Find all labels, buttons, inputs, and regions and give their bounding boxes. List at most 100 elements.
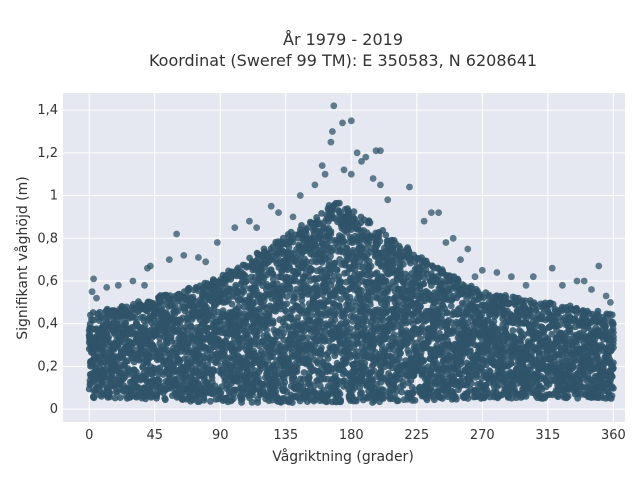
data-point xyxy=(127,388,135,395)
data-point xyxy=(260,353,268,360)
data-point xyxy=(204,361,212,369)
data-point xyxy=(367,301,374,308)
data-point xyxy=(241,272,249,280)
data-point xyxy=(333,266,341,274)
data-point xyxy=(379,316,387,324)
data-point xyxy=(133,318,140,326)
y-tick-label: 1 xyxy=(50,189,58,204)
y-tick-label: 0,6 xyxy=(37,274,58,289)
data-point xyxy=(227,276,235,283)
data-point xyxy=(353,313,361,321)
data-point xyxy=(350,208,358,216)
data-point xyxy=(331,316,339,324)
data-point xyxy=(367,262,375,270)
data-points xyxy=(85,102,617,406)
data-point xyxy=(230,395,237,402)
data-point xyxy=(96,308,104,316)
data-point xyxy=(269,317,277,325)
chart-title: År 1979 - 2019 xyxy=(283,30,403,49)
y-tick-label: 0,4 xyxy=(37,317,58,332)
y-tick-label: 1,4 xyxy=(37,103,58,118)
data-point xyxy=(228,300,236,308)
data-point xyxy=(263,271,271,279)
data-point xyxy=(126,393,134,401)
data-point xyxy=(199,352,207,360)
data-point xyxy=(111,394,119,402)
data-point xyxy=(207,356,214,364)
x-tick-labels: 0 45 90 135 180 225 270 315 360 xyxy=(85,428,626,443)
data-point xyxy=(328,207,336,215)
data-point xyxy=(90,394,98,402)
data-point xyxy=(347,325,354,332)
data-point xyxy=(509,327,517,334)
data-point xyxy=(248,398,256,406)
y-tick-label: 0,2 xyxy=(37,359,58,374)
data-point xyxy=(161,396,169,404)
data-point xyxy=(200,396,208,404)
data-point xyxy=(344,205,351,213)
x-tick-label: 0 xyxy=(85,428,93,443)
y-tick-label: 1,2 xyxy=(37,146,58,161)
data-point xyxy=(337,398,344,406)
data-point xyxy=(281,307,289,314)
data-point xyxy=(286,285,294,293)
data-point xyxy=(185,284,193,292)
data-point xyxy=(298,296,306,304)
data-point xyxy=(394,397,402,405)
data-point xyxy=(217,390,225,397)
x-tick-label: 45 xyxy=(146,428,163,443)
x-tick-label: 225 xyxy=(404,428,429,443)
data-point xyxy=(209,366,217,373)
data-point xyxy=(242,278,250,285)
data-point xyxy=(184,340,192,348)
data-point xyxy=(307,266,315,274)
data-point xyxy=(336,199,343,207)
data-point xyxy=(453,395,460,403)
data-point xyxy=(122,320,130,327)
data-point xyxy=(250,300,258,307)
data-point xyxy=(420,280,428,288)
data-point xyxy=(153,394,160,402)
data-point xyxy=(105,333,112,341)
x-tick-label: 135 xyxy=(273,428,298,443)
x-tick-label: 180 xyxy=(339,428,364,443)
data-point xyxy=(281,378,289,386)
data-point xyxy=(260,297,268,304)
data-point xyxy=(493,310,501,318)
data-point xyxy=(207,397,214,405)
x-tick-label: 270 xyxy=(470,428,495,443)
y-tick-labels: 00,20,40,60,811,21,4 xyxy=(37,103,58,417)
data-point xyxy=(226,287,234,294)
data-point xyxy=(240,288,248,295)
data-point xyxy=(400,260,407,268)
data-point xyxy=(203,324,211,332)
x-tick-label: 90 xyxy=(212,428,229,443)
data-point xyxy=(411,397,419,404)
data-point xyxy=(135,384,143,392)
data-point xyxy=(253,332,261,339)
data-point xyxy=(327,228,335,235)
data-point xyxy=(283,300,291,308)
data-point xyxy=(123,303,130,311)
data-point xyxy=(252,284,259,292)
data-point xyxy=(312,292,320,300)
data-point xyxy=(116,394,124,401)
y-tick-label: 0 xyxy=(50,402,58,417)
data-point xyxy=(508,360,515,367)
x-tick-label: 360 xyxy=(601,428,626,443)
data-point xyxy=(398,388,406,396)
data-point xyxy=(101,347,109,355)
data-point xyxy=(155,377,163,384)
chart-subtitle: Koordinat (Sweref 99 TM): E 350583, N 62… xyxy=(149,51,537,70)
data-point xyxy=(293,368,301,375)
data-point xyxy=(106,389,113,397)
data-point xyxy=(420,357,427,365)
data-point xyxy=(142,372,150,380)
data-point xyxy=(235,303,243,311)
data-point xyxy=(382,231,390,239)
data-point xyxy=(142,395,150,403)
data-point xyxy=(336,390,344,398)
data-point xyxy=(468,379,475,387)
data-point xyxy=(141,322,149,330)
